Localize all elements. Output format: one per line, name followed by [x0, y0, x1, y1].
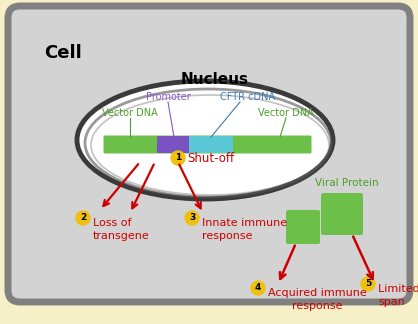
- FancyBboxPatch shape: [286, 210, 320, 244]
- Text: Vector DNA: Vector DNA: [102, 108, 158, 118]
- Text: Promoter: Promoter: [145, 92, 190, 102]
- Text: Innate immune
response: Innate immune response: [202, 218, 287, 241]
- Circle shape: [185, 211, 199, 225]
- Text: 2: 2: [80, 214, 86, 223]
- Text: CFTR cDNA: CFTR cDNA: [220, 92, 275, 102]
- FancyBboxPatch shape: [321, 193, 363, 235]
- Circle shape: [171, 151, 185, 165]
- Text: Vector DNA: Vector DNA: [258, 108, 314, 118]
- Circle shape: [361, 277, 375, 291]
- Text: 5: 5: [365, 280, 371, 288]
- Circle shape: [251, 281, 265, 295]
- Text: Acquired immune
response: Acquired immune response: [268, 288, 367, 311]
- Ellipse shape: [77, 81, 333, 199]
- FancyBboxPatch shape: [189, 136, 233, 153]
- Text: Cell: Cell: [44, 44, 82, 62]
- Text: Limited life
span: Limited life span: [378, 284, 418, 307]
- Text: 4: 4: [255, 284, 261, 293]
- Text: Nucleus: Nucleus: [181, 72, 249, 87]
- Text: Shut-off: Shut-off: [187, 152, 234, 165]
- Text: Viral Protein: Viral Protein: [315, 178, 379, 188]
- FancyBboxPatch shape: [157, 136, 191, 153]
- Text: Loss of
transgene: Loss of transgene: [93, 218, 150, 241]
- Circle shape: [76, 211, 90, 225]
- Text: 3: 3: [189, 214, 195, 223]
- FancyBboxPatch shape: [104, 135, 311, 154]
- Text: 1: 1: [175, 154, 181, 163]
- FancyBboxPatch shape: [8, 6, 410, 302]
